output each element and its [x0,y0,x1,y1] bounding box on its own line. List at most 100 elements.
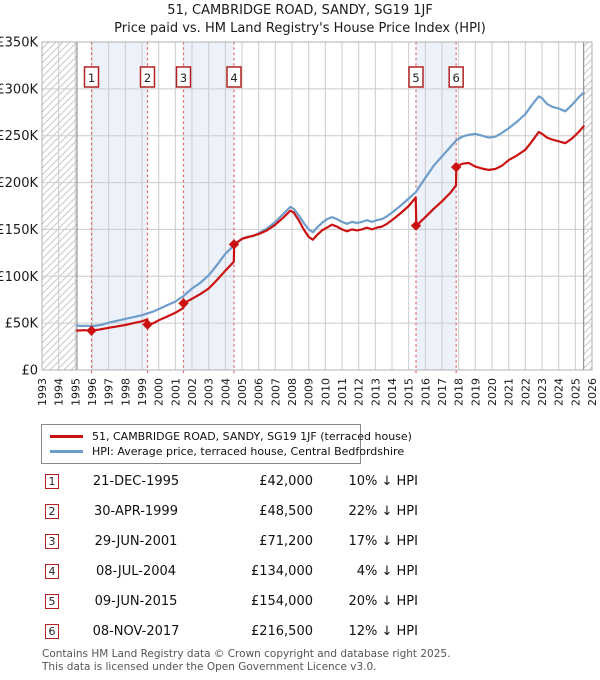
no-data-hatch-right [583,42,592,370]
transaction-date: 29-JUN-2001 [94,534,178,549]
legend-entry: 51, CAMBRIDGE ROAD, SANDY, SG19 1JF (ter… [50,429,412,444]
transaction-number-badge: 5 [45,594,59,609]
x-axis-year-label: 1999 [136,378,149,406]
transaction-price: £42,000 [259,474,313,489]
transaction-row: 1 21-DEC-1995 £42,000 10% ↓ HPI [45,474,418,489]
x-axis-year-label: 2020 [486,378,499,406]
x-axis-year-label: 2022 [519,378,532,406]
transaction-vs-hpi: 17% ↓ HPI [348,534,418,549]
sale-number-badge-label: 4 [230,71,237,85]
transaction-row: 2 30-APR-1999 £48,500 22% ↓ HPI [45,504,418,519]
y-axis-tick-label: £150K [0,223,38,238]
plot-border [41,41,593,371]
sale-number-badge [83,66,100,88]
legend-line-sample [50,435,83,438]
sale-number-badge [408,66,424,88]
transaction-row: 5 09-JUN-2015 £154,000 20% ↓ HPI [45,594,418,609]
x-axis-year-label: 2011 [336,378,349,406]
sale-number-badge [448,66,464,88]
chart-subtitle: Price paid vs. HM Land Registry's House … [114,21,486,36]
transaction-number-badge: 3 [45,534,59,549]
x-axis-year-label: 2008 [286,378,299,406]
x-axis-year-label: 2014 [386,378,399,406]
y-axis-tick-label: £250K [0,129,38,144]
transaction-price: £71,200 [259,534,313,549]
x-axis-year-label: 2010 [319,378,332,406]
transaction-price: £134,000 [250,564,313,579]
transaction-price: £216,500 [250,624,313,639]
legend-label: 51, CAMBRIDGE ROAD, SANDY, SG19 1JF (ter… [92,430,412,443]
transaction-vs-hpi: 22% ↓ HPI [348,504,418,519]
sale-point-marker [178,298,189,309]
x-axis-year-label: 1994 [53,378,66,406]
transaction-date: 21-DEC-1995 [92,474,180,489]
legend-label: HPI: Average price, terraced house, Cent… [92,445,405,458]
license-footer: Contains HM Land Registry data © Crown c… [42,648,450,673]
x-axis-year-label: 2018 [453,378,466,406]
transaction-number-badge: 6 [45,624,59,639]
x-axis-year-label: 2013 [369,378,382,406]
y-axis-tick-label: £200K [0,176,38,191]
legend-entry: HPI: Average price, terraced house, Cent… [50,444,404,459]
sale-number-badge [139,66,156,88]
transaction-number-badge: 1 [45,474,59,489]
x-axis-year-label: 1995 [69,378,82,406]
series-line [75,125,585,332]
sale-number-badge [175,66,192,88]
footer-line-2: This data is licensed under the Open Gov… [42,660,377,673]
y-axis-tick-label: £350K [0,36,38,51]
y-axis-tick-label: £100K [0,270,38,285]
x-axis-year-label: 2002 [186,378,199,406]
transaction-vs-hpi: 10% ↓ HPI [348,474,418,489]
chart-title: 51, CAMBRIDGE ROAD, SANDY, SG19 1JF [167,3,433,18]
chart-legend: 51, CAMBRIDGE ROAD, SANDY, SG19 1JF (ter… [41,424,412,464]
series-line [75,91,585,328]
x-axis-year-label: 2023 [536,378,549,406]
sale-point-marker [228,239,240,250]
sale-point-marker [450,161,462,173]
footer-line-1: Contains HM Land Registry data © Crown c… [42,648,451,660]
sale-number-badge-label: 1 [88,71,95,85]
transaction-date: 08-JUL-2004 [95,564,177,579]
sale-number-badge-label: 5 [412,71,419,85]
y-axis-tick-label: £0 [21,364,38,379]
x-axis-year-label: 1996 [86,378,99,406]
x-axis-year-label: 1997 [103,378,116,406]
sale-number-badge [226,66,242,88]
transaction-price: £154,000 [250,594,313,609]
transaction-date: 30-APR-1999 [94,504,178,519]
sale-point-marker [410,220,422,231]
transaction-date: 09-JUN-2015 [94,594,178,609]
x-axis-year-label: 2026 [586,378,599,406]
transaction-vs-hpi: 20% ↓ HPI [348,594,418,609]
sale-number-badge-label: 6 [453,71,460,85]
price-history-chart: 1 2 3 4 5 6 £0 £50K £100K £150K £200K £250K £300K £35… [0,36,599,407]
x-axis-year-label: 2004 [219,378,232,406]
x-axis-year-label: 2000 [153,378,166,406]
x-axis-year-label: 2024 [553,378,566,406]
x-axis-year-label: 2001 [169,378,182,406]
transaction-date: 08-NOV-2017 [92,624,180,639]
x-axis-year-label: 2003 [203,378,216,406]
transaction-price: £48,500 [259,504,313,519]
x-axis-year-label: 2016 [419,378,432,406]
sale-number-badge-label: 2 [144,71,151,85]
x-axis-year-label: 2009 [303,378,316,406]
no-data-hatch-left [42,42,77,370]
y-axis-tick-label: £300K [0,82,38,97]
x-axis-year-label: 2012 [353,378,366,406]
x-axis-year-label: 1998 [119,378,132,406]
transaction-number-badge: 2 [45,504,59,519]
transaction-row: 6 08-NOV-2017 £216,500 12% ↓ HPI [45,624,418,639]
x-axis-year-label: 2021 [503,378,516,406]
sale-point-marker [86,325,97,336]
x-axis-year-label: 2019 [469,378,482,406]
x-axis-year-label: 2025 [569,378,582,406]
x-axis-year-label: 2005 [236,378,249,406]
transaction-number-badge: 4 [45,564,59,579]
transaction-vs-hpi: 4% ↓ HPI [356,564,418,579]
transactions-table: 1 21-DEC-1995 £42,000 10% ↓ HPI 2 30-APR-1999… [45,474,418,654]
sale-point-marker [142,319,153,330]
x-axis-year-label: 2017 [436,378,449,406]
